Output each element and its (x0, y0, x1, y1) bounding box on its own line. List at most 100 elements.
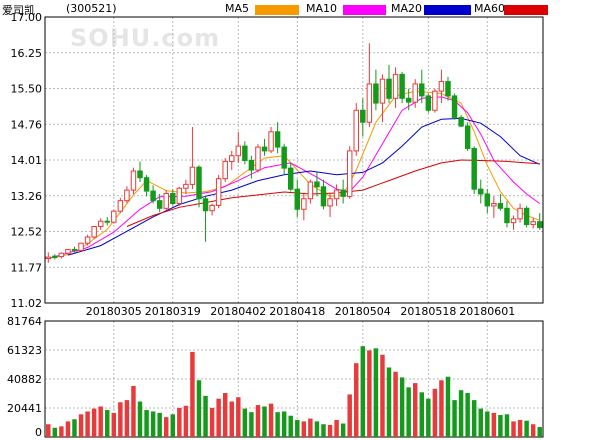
candle-body (340, 189, 346, 197)
date-tick-label: 20180305 (86, 305, 142, 318)
price-tick-label: 14.01 (11, 154, 43, 167)
candle (438, 69, 445, 104)
volume-bar (170, 414, 176, 437)
candle-body (202, 198, 209, 212)
stock-name: 爱司凯 (2, 4, 35, 17)
volume-bar (59, 426, 64, 437)
price-tick-label: 16.25 (11, 47, 43, 60)
legend-swatch-ma20 (424, 5, 471, 15)
volume-bar (118, 402, 123, 437)
volume-bar (216, 398, 221, 437)
volume-bar (465, 393, 470, 437)
candle (229, 150, 235, 171)
volume-bar (137, 401, 143, 437)
volume-bar (386, 367, 392, 437)
date-tick-label: 20180319 (145, 305, 201, 318)
price-tick-label: 17.00 (11, 11, 43, 24)
candle (156, 193, 163, 213)
candle-body (117, 200, 124, 212)
volume-bar (222, 393, 228, 437)
candle (353, 103, 359, 156)
date-tick-label: 20180418 (269, 305, 325, 318)
volume-bar (314, 421, 320, 437)
volume-bar (255, 405, 261, 437)
candle (209, 203, 215, 216)
candle (360, 98, 366, 137)
date-tick-label: 20180402 (210, 305, 266, 318)
candle (379, 74, 386, 123)
candle (176, 186, 183, 206)
candle-body (333, 189, 340, 200)
candle-body (274, 131, 281, 148)
candle (504, 201, 510, 228)
candle (215, 174, 222, 209)
volume-bar (190, 351, 195, 437)
candle (170, 189, 176, 206)
volume-bar (504, 414, 510, 437)
volume-bar (426, 398, 431, 437)
candle-body (229, 155, 235, 162)
volume-bar (478, 408, 483, 437)
volume-bar (406, 387, 411, 437)
candle (530, 217, 536, 229)
date-tick-label: 20180601 (459, 305, 515, 318)
candle-body (58, 252, 65, 258)
candle-body (294, 188, 301, 210)
candle-body (425, 95, 432, 111)
candle-body (451, 95, 458, 118)
candle (392, 67, 399, 108)
candle-body (399, 73, 405, 99)
candle (222, 158, 228, 182)
candle (261, 138, 268, 156)
candle-body (111, 210, 117, 223)
candle (445, 76, 451, 101)
legend-label-ma10: MA10 (306, 2, 338, 15)
candle (58, 252, 65, 259)
candle-body (84, 236, 91, 244)
legend-label-ma5: MA5 (225, 2, 250, 15)
stock-code: (300521) (66, 2, 117, 15)
volume-bar (419, 392, 425, 437)
candle-body (392, 73, 399, 99)
candle (373, 69, 379, 111)
candle (294, 179, 301, 217)
candle-body (137, 170, 143, 179)
price-panel-frame (44, 16, 544, 304)
price-tick-label: 13.26 (11, 190, 43, 203)
candle-body (196, 166, 202, 200)
volume-bar (380, 354, 385, 437)
legend-swatch-ma60 (504, 5, 548, 15)
candle-body (156, 200, 163, 209)
candle (399, 72, 405, 104)
candle-body (484, 193, 491, 207)
volume-bar (249, 412, 254, 437)
candle-body (215, 178, 222, 206)
candle (301, 193, 307, 221)
candle-body (209, 204, 215, 212)
candle (235, 131, 242, 163)
volume-bar (78, 414, 84, 437)
volume-bar (530, 424, 536, 437)
candle-body (491, 203, 497, 207)
volume-tick-label: 61323 (7, 344, 42, 357)
volume-bar (334, 419, 339, 437)
candle-body (314, 181, 320, 188)
volume-bar (203, 395, 208, 437)
candle (510, 215, 517, 230)
candle (117, 197, 124, 214)
volume-bar (288, 415, 293, 437)
candle-body (346, 150, 353, 197)
volume-bar (485, 411, 490, 437)
candle-body (52, 255, 58, 259)
candle-body (497, 203, 504, 209)
candle (287, 162, 294, 192)
candle (405, 88, 412, 111)
volume-bar (445, 376, 451, 437)
candle-body (91, 225, 97, 238)
candle (386, 64, 392, 104)
candle-body (104, 220, 110, 223)
candle (412, 79, 418, 108)
volume-bar (91, 408, 97, 437)
candle-body (301, 198, 307, 210)
